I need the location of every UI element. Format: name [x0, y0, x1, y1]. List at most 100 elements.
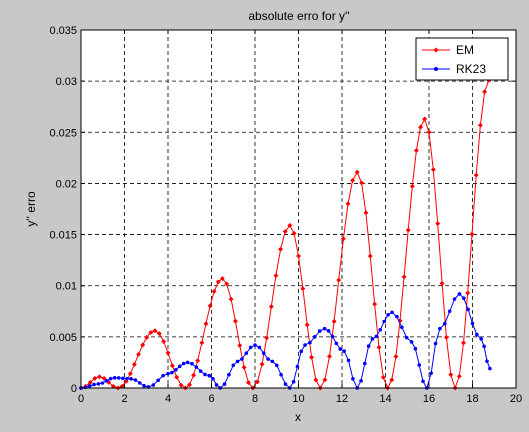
series-layer — [78, 77, 492, 391]
data-point-rk23 — [400, 325, 404, 329]
data-point-em — [405, 227, 411, 233]
grid-lines — [81, 30, 516, 388]
data-point-rk23 — [156, 378, 161, 383]
data-point-rk23 — [447, 309, 452, 314]
data-point-rk23 — [253, 343, 257, 347]
data-point-em — [135, 351, 142, 357]
data-point-rk23 — [417, 363, 422, 367]
data-point-em — [224, 281, 230, 287]
data-point-em — [161, 338, 167, 345]
data-point-em — [300, 286, 306, 292]
data-point-rk23 — [116, 376, 121, 380]
data-point-rk23 — [413, 346, 418, 351]
data-point-rk23 — [475, 332, 479, 337]
data-point-rk23 — [322, 326, 327, 331]
data-point-rk23 — [87, 384, 92, 388]
data-point-em — [340, 236, 346, 242]
y-tick-label: 0.035 — [49, 25, 77, 37]
data-point-em — [354, 169, 360, 175]
data-point-em — [336, 277, 342, 283]
data-point-rk23 — [270, 359, 275, 364]
data-point-em — [186, 382, 193, 388]
x-tick-label: 14 — [379, 393, 391, 405]
data-point-rk23 — [395, 314, 399, 319]
data-point-rk23 — [346, 358, 351, 363]
data-point-rk23 — [326, 329, 331, 333]
data-point-em — [389, 377, 395, 383]
data-point-em — [254, 379, 261, 385]
data-point-rk23 — [378, 327, 383, 332]
y-tick-label: 0.01 — [56, 281, 77, 293]
data-point-rk23 — [291, 379, 296, 384]
data-point-rk23 — [283, 382, 288, 386]
data-point-em — [237, 342, 243, 349]
data-point-rk23 — [248, 345, 253, 350]
data-point-em — [203, 321, 209, 327]
legend-label-em: EM — [456, 43, 474, 57]
data-point-em — [295, 253, 302, 259]
data-point-rk23 — [274, 363, 279, 368]
data-point-em — [448, 372, 454, 378]
data-point-rk23 — [390, 310, 394, 315]
data-point-em — [473, 172, 479, 178]
x-tick-label: 0 — [78, 393, 84, 405]
data-point-em — [367, 253, 373, 259]
data-point-rk23 — [438, 326, 442, 331]
data-point-em — [456, 373, 462, 379]
data-point-rk23 — [442, 321, 447, 326]
data-point-em — [345, 201, 351, 207]
y-tick-label: 0.03 — [56, 76, 77, 88]
data-point-em — [380, 374, 386, 380]
data-point-em — [207, 303, 213, 309]
data-point-rk23 — [317, 329, 322, 333]
data-point-rk23 — [488, 366, 492, 371]
data-point-em — [165, 350, 171, 356]
data-point-rk23 — [279, 372, 283, 377]
data-point-rk23 — [222, 382, 227, 386]
data-point-em — [241, 364, 247, 370]
data-point-em — [259, 361, 265, 367]
series-em — [78, 77, 492, 391]
data-point-rk23 — [129, 376, 133, 381]
data-point-em — [409, 183, 415, 189]
data-point-em — [304, 322, 310, 328]
x-tick-label: 6 — [208, 393, 214, 405]
data-point-rk23 — [482, 344, 486, 349]
x-tick-label: 12 — [336, 393, 348, 405]
x-tick-label: 10 — [292, 393, 304, 405]
data-point-rk23 — [104, 379, 109, 383]
data-point-rk23 — [257, 345, 262, 350]
data-point-em — [232, 318, 238, 324]
data-point-rk23 — [404, 335, 409, 340]
data-point-em — [422, 116, 428, 122]
data-point-em — [376, 344, 382, 350]
data-point-em — [92, 375, 98, 381]
data-point-em — [326, 353, 333, 359]
data-point-rk23 — [83, 385, 88, 390]
y-tick-label: 0 — [71, 383, 77, 395]
data-point-em — [174, 374, 180, 380]
data-point-em — [195, 358, 201, 364]
x-tick-label: 4 — [165, 393, 171, 405]
data-point-rk23 — [112, 375, 117, 380]
legend-label-rk23: RK23 — [456, 62, 486, 76]
data-point-rk23 — [240, 357, 244, 361]
data-point-rk23 — [452, 297, 457, 301]
data-point-em — [417, 124, 424, 130]
data-point-rk23 — [231, 363, 236, 368]
data-point-rk23 — [207, 373, 212, 378]
data-point-em — [313, 377, 319, 383]
data-point-em — [435, 221, 441, 227]
data-point-em — [331, 318, 337, 324]
data-point-rk23 — [363, 361, 367, 366]
data-point-em — [169, 363, 175, 369]
data-point-rk23 — [429, 371, 433, 375]
data-point-em — [363, 210, 369, 216]
data-point-rk23 — [211, 376, 215, 381]
data-point-em — [393, 353, 399, 360]
data-point-em — [413, 147, 419, 154]
chart-title: absolute erro for y'' — [248, 9, 349, 23]
legend-box — [415, 37, 509, 81]
data-point-rk23 — [96, 382, 101, 386]
